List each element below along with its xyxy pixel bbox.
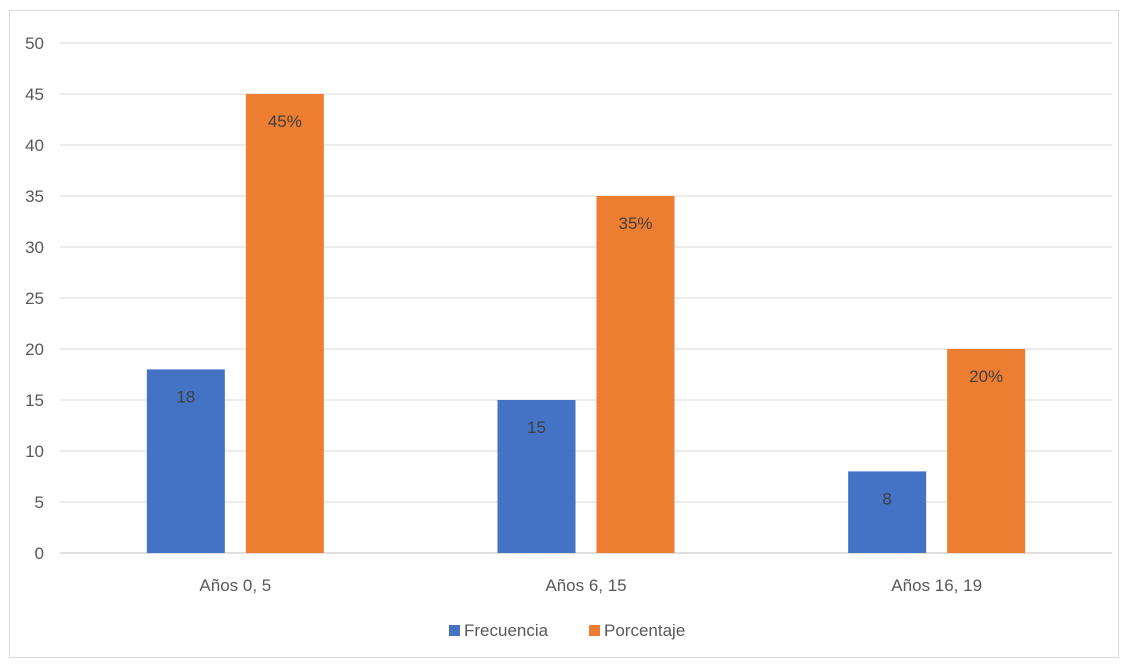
data-label: 8 — [882, 489, 891, 508]
gridlines — [60, 42, 1112, 554]
bar-porcentaje — [947, 349, 1026, 553]
y-tick-label: 50 — [25, 34, 44, 53]
data-label: 18 — [176, 387, 195, 406]
y-tick-label: 45 — [25, 85, 44, 104]
legend-swatch — [589, 625, 600, 636]
y-tick-label: 20 — [25, 340, 44, 359]
y-tick-label: 25 — [25, 289, 44, 308]
legend-swatch — [449, 625, 460, 636]
y-tick-label: 0 — [35, 544, 44, 563]
bar-porcentaje — [596, 196, 675, 553]
y-tick-label: 30 — [25, 238, 44, 257]
x-category-label: Años 0, 5 — [199, 576, 271, 595]
y-tick-label: 10 — [25, 442, 44, 461]
y-axis: 0 5 10 15 20 25 30 35 40 45 50 — [25, 34, 44, 563]
data-label: 20% — [969, 367, 1003, 386]
bar-frecuencia — [848, 471, 927, 553]
bar-frecuencia — [146, 369, 225, 553]
data-label: 15 — [527, 418, 546, 437]
bar-frecuencia — [497, 400, 576, 553]
x-axis: Años 0, 5 Años 6, 15 Años 16, 19 — [199, 576, 982, 595]
y-tick-label: 35 — [25, 187, 44, 206]
legend-label: Porcentaje — [604, 621, 685, 640]
y-tick-label: 15 — [25, 391, 44, 410]
x-category-label: Años 6, 15 — [545, 576, 626, 595]
bar-porcentaje — [245, 94, 324, 553]
data-label: 35% — [618, 214, 652, 233]
y-tick-label: 5 — [35, 493, 44, 512]
data-labels: 18 45% 15 35% 8 20% — [176, 112, 1003, 508]
bars — [146, 94, 1026, 553]
legend: Frecuencia Porcentaje — [449, 621, 685, 640]
x-category-label: Años 16, 19 — [891, 576, 982, 595]
legend-label: Frecuencia — [464, 621, 549, 640]
y-tick-label: 40 — [25, 136, 44, 155]
data-label: 45% — [268, 112, 302, 131]
